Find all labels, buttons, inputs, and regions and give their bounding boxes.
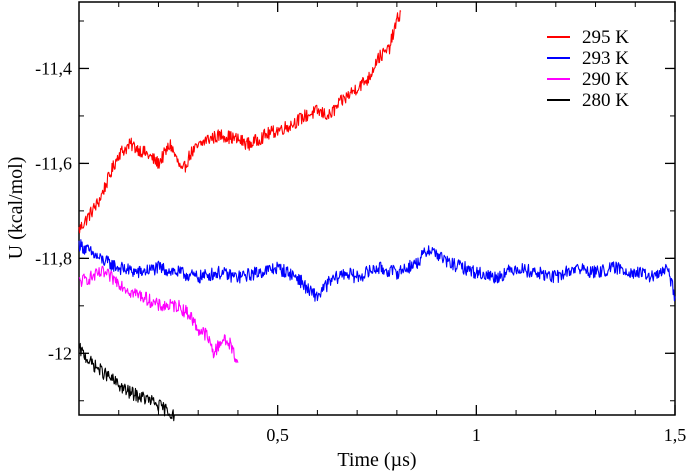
x-tick-label: 1,5	[664, 425, 687, 445]
legend-label-290-k: 290 K	[582, 69, 629, 90]
y-tick-label: -11,6	[35, 153, 72, 173]
plot-frame	[78, 1, 676, 416]
y-tick-label: -12	[48, 343, 72, 363]
series-layer	[78, 10, 676, 422]
series-line-290-k	[78, 265, 239, 364]
ticks-layer: 0,5 1 1,5 -11,4 -11,6 -11,8 -12	[35, 2, 686, 445]
series-line-293-k	[78, 239, 676, 302]
legend-label-295-k: 295 K	[582, 27, 629, 48]
y-tick-label: -11,4	[35, 58, 72, 78]
y-axis-title: U (kcal/mol)	[5, 157, 27, 260]
series-line-295-k	[78, 10, 402, 234]
series-line-280-k	[78, 342, 175, 422]
y-tick-label: -11,8	[35, 248, 72, 268]
x-tick-label: 1	[472, 425, 481, 445]
x-tick-label: 0,5	[266, 425, 289, 445]
x-axis-title: Time (µs)	[337, 449, 416, 471]
legend-label-293-k: 293 K	[582, 48, 629, 69]
legend-label-280-k: 280 K	[582, 90, 629, 111]
